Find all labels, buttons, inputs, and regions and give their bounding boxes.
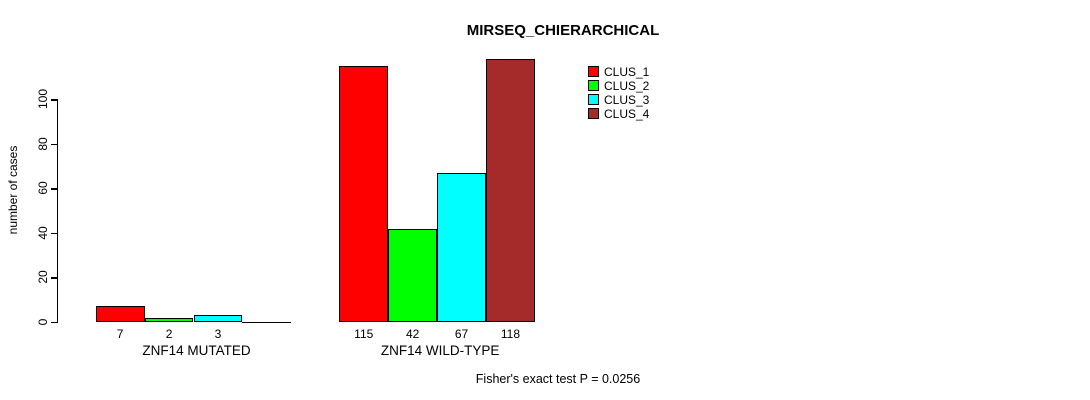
y-tick xyxy=(51,322,58,324)
y-tick xyxy=(51,277,58,279)
bar-clus_4-zero xyxy=(242,321,292,323)
y-tick xyxy=(51,99,58,101)
y-tick-label: 20 xyxy=(36,270,50,285)
chart-title: MIRSEQ_CHIERARCHICAL xyxy=(466,22,660,39)
bar-clus_3 xyxy=(193,315,243,322)
bar-clus_1 xyxy=(339,66,389,322)
y-tick-label: 0 xyxy=(36,318,50,326)
bar-value-label: 42 xyxy=(405,327,420,341)
bar-value-label: 2 xyxy=(165,327,173,341)
legend-swatch-clus_3 xyxy=(588,94,599,105)
y-tick xyxy=(51,232,58,235)
x-group-label: ZNF14 MUTATED xyxy=(142,343,251,358)
legend-label-clus_4: CLUS_4 xyxy=(604,107,650,121)
legend-swatch-clus_4 xyxy=(588,108,599,119)
annotation-text: Fisher's exact test P = 0.0256 xyxy=(475,372,641,386)
bar-clus_1 xyxy=(95,306,145,322)
y-tick xyxy=(51,188,58,190)
y-axis-label: number of cases xyxy=(6,145,20,235)
legend-label-clus_2: CLUS_2 xyxy=(604,79,650,93)
bar-clus_4 xyxy=(486,59,535,322)
bar-clus_2 xyxy=(144,317,194,322)
y-tick-label: 40 xyxy=(36,226,50,240)
y-axis-line xyxy=(57,99,59,322)
bar-value-label: 7 xyxy=(116,327,124,341)
x-group-label: ZNF14 WILD-TYPE xyxy=(380,343,500,358)
legend-swatch-clus_1 xyxy=(588,66,599,77)
bar-clus_3 xyxy=(437,172,486,322)
bar-value-label: 115 xyxy=(354,327,374,341)
y-tick-label: 100 xyxy=(36,89,50,110)
bar-value-label: 3 xyxy=(214,327,222,341)
legend-swatch-clus_2 xyxy=(588,80,599,91)
y-tick xyxy=(51,143,58,146)
bar-value-label: 67 xyxy=(454,327,469,341)
y-tick-label: 80 xyxy=(36,137,50,151)
bar-value-label: 118 xyxy=(500,327,521,341)
legend-label-clus_3: CLUS_3 xyxy=(604,93,650,107)
legend-label-clus_1: CLUS_1 xyxy=(604,65,650,79)
y-tick-label: 60 xyxy=(36,181,50,196)
bar-clus_2 xyxy=(388,228,438,322)
